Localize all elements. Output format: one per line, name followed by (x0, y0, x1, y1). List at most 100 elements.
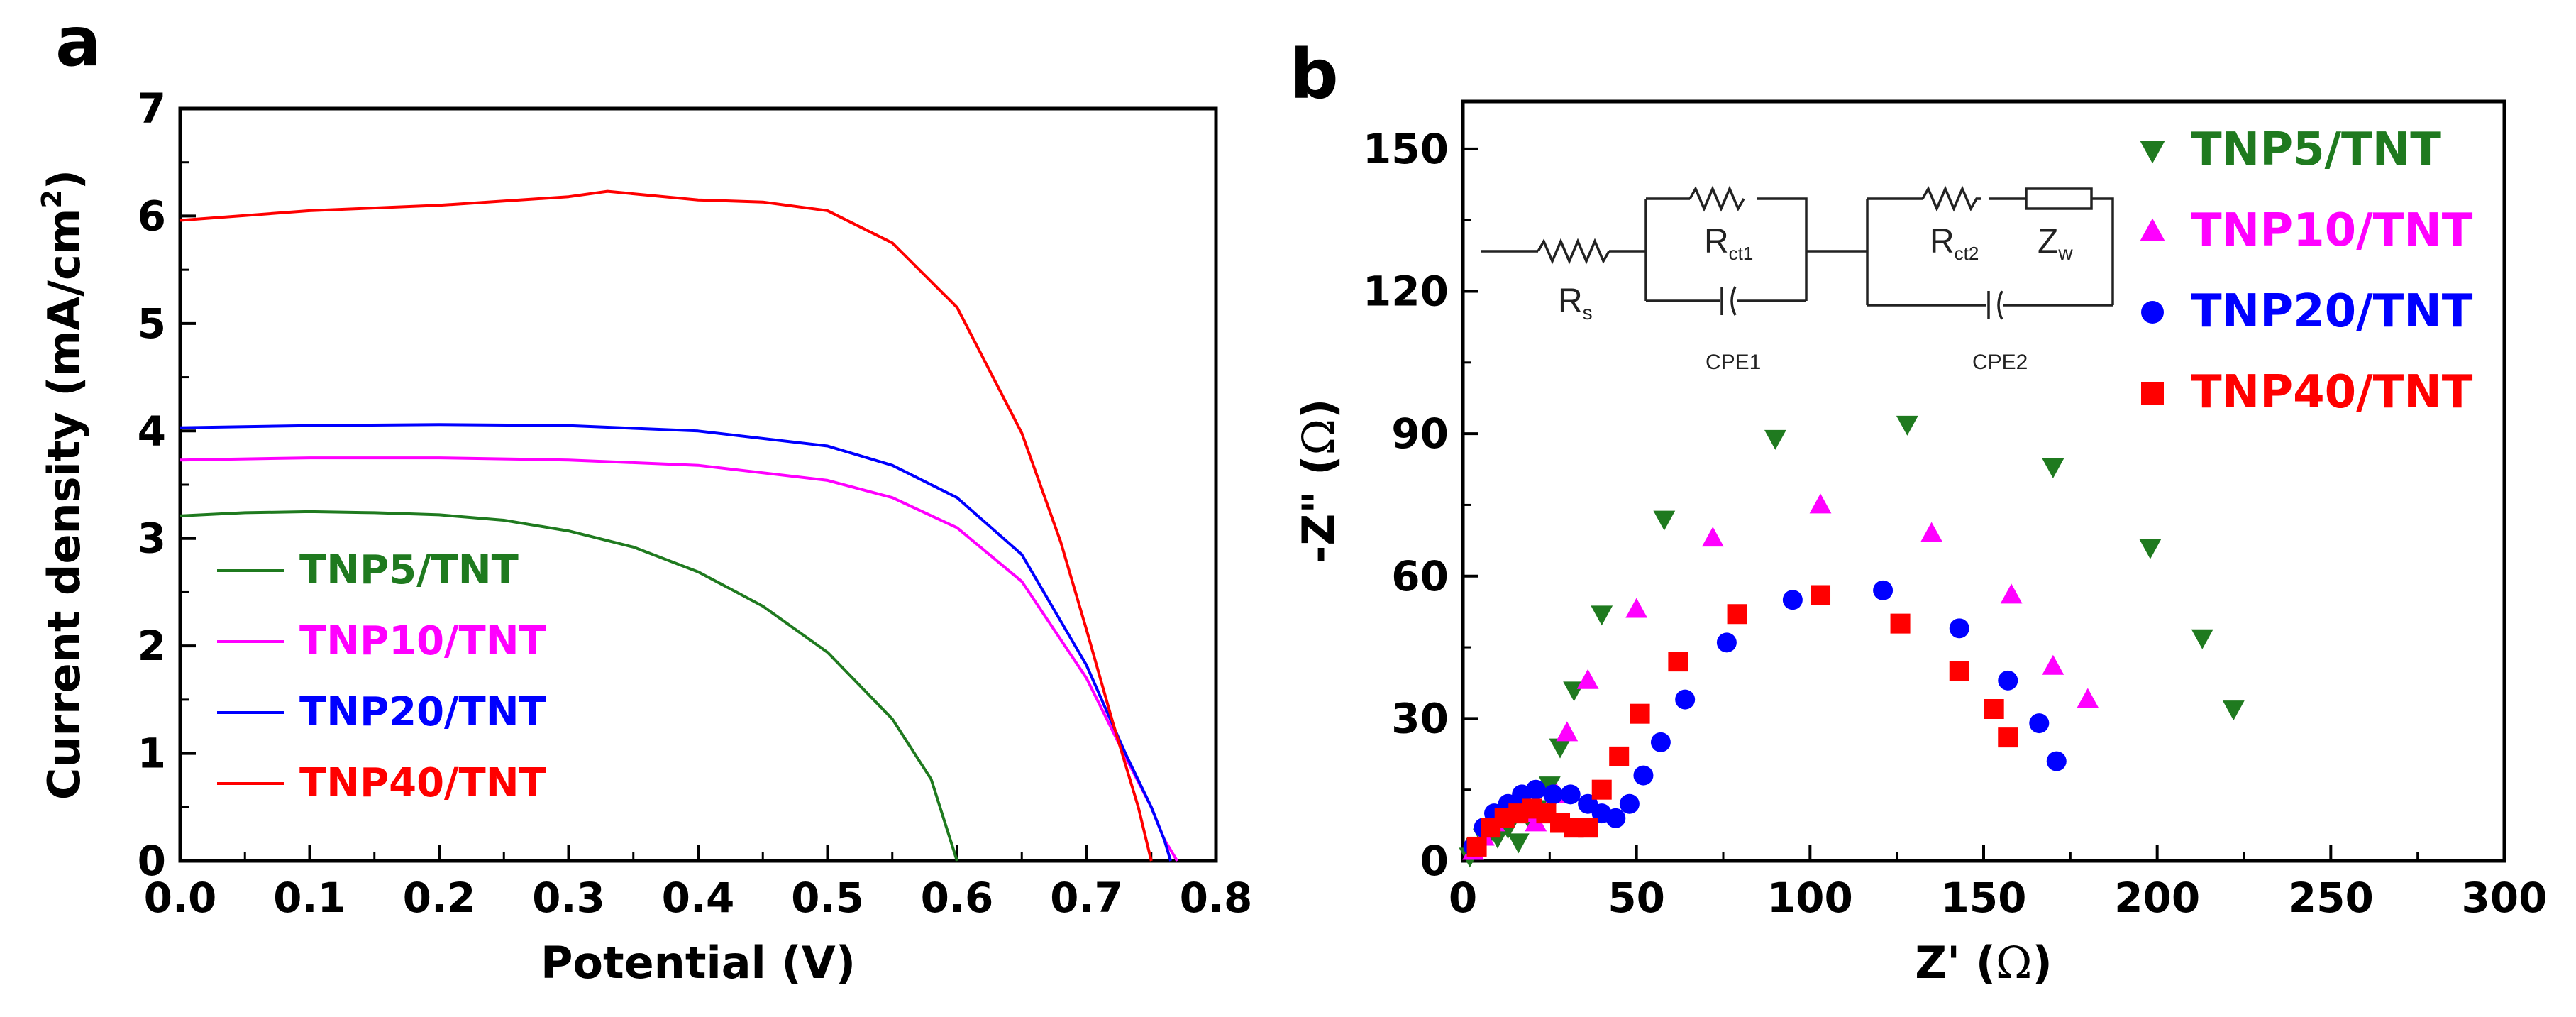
panel-a-y-tick-label: 7 (138, 84, 166, 133)
panel-b-y-axis-label-omega: Ω (1293, 419, 1344, 455)
panel-a-x-tick-label: 0.3 (532, 874, 605, 922)
panel-b-legend-marker (2140, 141, 2165, 164)
panel-b-data-point (1782, 590, 1803, 610)
panel-b-data-point (1668, 652, 1688, 672)
panel-a-y-tick-label: 4 (138, 407, 166, 455)
panel-a-x-tick-label: 0.4 (662, 874, 735, 922)
zw-element (2025, 187, 2093, 210)
panel-b-data-point (2222, 700, 2245, 721)
panel-b-letter: b (1290, 35, 1339, 114)
panel-b-x-tick-label: 0 (1449, 874, 1477, 922)
panel-b-data-point (2046, 751, 2067, 771)
panel-b-data-point (1525, 779, 1546, 800)
cpe2-label: CPE2 (1972, 351, 2028, 374)
panel-b-legend-marker (2141, 382, 2164, 405)
zw-label-sub: w (2057, 242, 2073, 264)
panel-a-y-axis-label: Current density (mA/cm2) (36, 170, 90, 800)
panel-b-data-point (2139, 539, 2162, 559)
panel-b-data-point (2000, 583, 2023, 604)
panel-a-legend-label: TNP10/TNT (299, 618, 546, 664)
rct2-label-main: R (1930, 223, 1955, 260)
panel-b-data-point (2191, 629, 2213, 649)
cpe1-label: CPE1 (1706, 351, 1761, 374)
panel-a-legend-label: TNP40/TNT (299, 760, 546, 806)
panel-b-y-axis-label-main: -Z" ( (1293, 455, 1344, 564)
panel-b-data-point (1716, 632, 1737, 653)
panel-b-data-point (2042, 458, 2064, 479)
panel-b-x-axis-label-end: ) (2032, 937, 2052, 989)
panel-b-data-point (1549, 738, 1571, 759)
panel-b-data-point (1984, 699, 2004, 719)
panel-b-data-point (1591, 779, 1612, 800)
panel-a-series-lines (179, 189, 1179, 862)
equivalent-circuit-labels: Rs Rct1 Rct2 Zw CPE1 CPE2 (1558, 223, 2073, 374)
panel-a-x-tick-label: 0.0 (144, 874, 217, 922)
panel-b-y-axis-label: -Z" (Ω) (1293, 399, 1344, 564)
panel-a-y-tick-label: 1 (138, 730, 166, 778)
panel-b-y-tick-label: 120 (1363, 268, 1449, 316)
panel-a-y-tick-label: 2 (138, 622, 166, 670)
panel-a-x-tick-label: 0.6 (921, 874, 994, 922)
cpe2-element (1987, 290, 2003, 320)
panel-b-legend: TNP5/TNT TNP10/TNT TNP20/TNT TNP40/TNT (2140, 123, 2473, 419)
panel-b-y-axis-label-end: ) (1293, 399, 1344, 419)
panel-b-data-point (1890, 613, 1911, 634)
panel-a-y-tick-label: 5 (138, 299, 166, 348)
equivalent-circuit-inset (1481, 185, 2114, 320)
rct2-resistor (1921, 185, 1981, 212)
panel-a-ticks: 0.0 0.1 0.2 0.3 0.4 0.5 0.6 0.7 0.8 0 1 2 3 4 5 6 7 (138, 84, 1253, 922)
panel-b-legend-label: TNP10/TNT (2191, 204, 2473, 257)
panel-b-y-tick-label: 90 (1391, 409, 1449, 458)
panel-b-x-tick-label: 200 (2114, 874, 2200, 922)
panel-a-legend: TNP5/TNT TNP10/TNT TNP20/TNT TNP40/TNT (217, 547, 546, 806)
panel-b-data-point (1896, 415, 1918, 436)
panel-b-legend-label: TNP5/TNT (2191, 123, 2441, 176)
panel-b-data-point (1949, 618, 1969, 639)
panel-a-x-tick-label: 0.1 (273, 874, 346, 922)
panel-b-data-point (1650, 732, 1671, 752)
panel-b-data-point (1605, 808, 1626, 828)
panel-b-series-points (1459, 415, 2245, 868)
parallel-block-1-wires (1644, 197, 1808, 302)
panel-b-data-point (1764, 429, 1786, 450)
panel-b-x-tick-label: 300 (2461, 874, 2547, 922)
panel-b-data-point (1625, 598, 1648, 618)
panel-a-y-tick-label: 0 (138, 837, 166, 885)
panel-a-letter: a (55, 2, 101, 82)
panel-b-y-tick-label: 0 (1420, 837, 1449, 885)
zw-label-main: Z (2038, 223, 2058, 260)
panel-b-x-axis-label: Z' (Ω) (1915, 937, 2052, 989)
rct2-label-sub: ct2 (1955, 243, 1979, 264)
rct1-resistor (1688, 185, 1745, 212)
panel-b-data-point (1576, 669, 1599, 689)
panel-b-data-point (2029, 713, 2050, 734)
rct1-label-main: R (1704, 223, 1729, 260)
panel-b-data-point (2042, 654, 2064, 675)
panel-b-data-point (1507, 833, 1530, 854)
panel-b-x-axis-label-omega: Ω (1996, 937, 2032, 989)
rs-label: Rs (1558, 282, 1593, 324)
panel-b-data-point (1556, 721, 1579, 742)
panel-a-y-tick-label: 6 (138, 192, 166, 240)
panel-b-data-point (1998, 727, 2018, 748)
panel-a-y-axis-label-main: Current density (mA/cm (38, 209, 90, 801)
panel-b-data-point (1543, 784, 1564, 805)
panel-a-x-tick-label: 0.2 (403, 874, 476, 922)
panel-a-plot-frame (178, 106, 1218, 863)
panel-b-data-point (2077, 688, 2099, 708)
panel-b-y-tick-label: 60 (1391, 552, 1449, 600)
panel-b-data-point (1675, 689, 1696, 710)
panel-b-legend-marker (2141, 301, 2164, 324)
panel-b-data-point (1727, 604, 1747, 625)
parallel-block-2-wires (1866, 197, 2114, 307)
panel-b-data-point (1619, 793, 1640, 814)
panel-b-data-point (1630, 703, 1650, 724)
panel-b-data-point (1466, 836, 1487, 857)
panel-a-y-axis-label-sup: 2 (36, 189, 67, 208)
panel-b-data-point (1873, 580, 1894, 600)
panel-b: b 0 50 100 150 200 250 300 0 30 60 90 120 150 TNP5/T… (1290, 35, 2548, 989)
panel-b-data-point (1998, 670, 2018, 691)
panel-b-data-point (1809, 493, 1832, 514)
rs-resistor (1537, 238, 1610, 265)
